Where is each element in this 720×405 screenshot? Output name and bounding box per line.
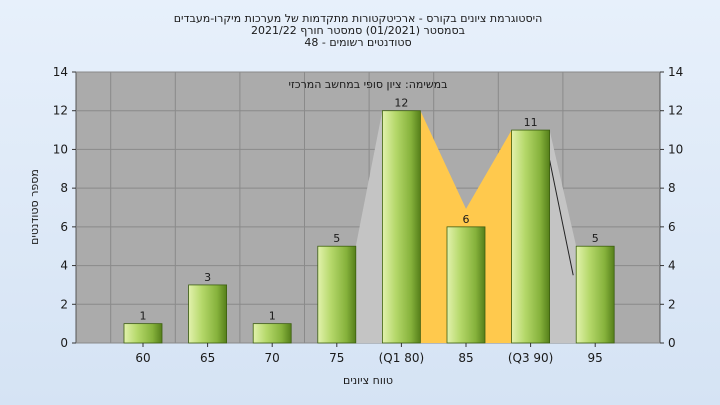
y-tick-label: 0 (60, 336, 68, 350)
bar (381, 110, 421, 344)
y-tick-label-right: 4 (668, 259, 676, 273)
chart-title-line: היסטוגרמת ציונים בקורס - ארכיטקטורות מתק… (174, 12, 543, 25)
y-tick-label-right: 10 (668, 142, 683, 156)
bar (123, 323, 163, 344)
x-tick-label: 60 (135, 351, 150, 365)
bar-value-label: 5 (333, 232, 340, 245)
chart-title: היסטוגרמת ציונים בקורס - ארכיטקטורות מתק… (174, 12, 543, 49)
y-tick-label-right: 14 (668, 65, 683, 79)
bar (446, 226, 486, 344)
shadow-band (355, 110, 383, 343)
chart-enrollment-line: סטודנטים רשומים - 48 (304, 36, 411, 49)
x-tick-label: 85 (458, 351, 473, 365)
trend-line (549, 159, 574, 276)
bar-value-label: 1 (269, 310, 276, 323)
y-tick-label: 2 (60, 297, 68, 311)
y-tick-label-right: 0 (668, 336, 676, 350)
y-tick-label: 8 (60, 181, 68, 195)
y-tick-label: 14 (53, 65, 68, 79)
x-axis-title: טווח ציונים (343, 374, 393, 387)
x-tick-label: (Q1 80) (379, 351, 425, 365)
bar (252, 323, 292, 344)
bar-value-label: 11 (524, 116, 538, 129)
x-tick-label: (Q3 90) (508, 351, 554, 365)
x-tick-label: 75 (329, 351, 344, 365)
y-tick-label: 10 (53, 142, 68, 156)
bar (317, 245, 357, 344)
y-tick-label: 12 (53, 104, 68, 118)
y-axis-right: 0 2 4 6 8 10 12 14 (660, 65, 683, 350)
x-tick-label: 70 (265, 351, 280, 365)
bar-series (123, 110, 615, 344)
y-tick-label-right: 6 (668, 220, 676, 234)
bar-value-label: 12 (394, 97, 408, 110)
shadow-band (549, 130, 577, 343)
x-axis: 60 65 70 75 (Q1 80) 85 (Q3 90) 95 (135, 343, 603, 365)
y-tick-label: 6 (60, 220, 68, 234)
bar-value-label: 5 (592, 232, 599, 245)
plot-caption: במשימה: ציון סופי במחשב המרכזי (288, 78, 447, 91)
y-axis-title: מספר סטודנטים (28, 169, 41, 245)
bar-value-label: 3 (204, 271, 211, 284)
bar-value-label: 1 (140, 310, 147, 323)
chart-subtitle-line: בסמסטר (01/2021) סמסטר חורף 2021/22 (251, 24, 465, 37)
bar-value-labels: 1 3 1 5 12 6 11 5 (140, 97, 599, 323)
y-tick-label-right: 2 (668, 297, 676, 311)
bar-value-label: 6 (463, 213, 470, 226)
y-axis-left: 0 2 4 6 8 10 12 14 (53, 65, 76, 350)
y-tick-label: 4 (60, 259, 68, 273)
x-tick-label: 95 (588, 351, 603, 365)
y-tick-label-right: 8 (668, 181, 676, 195)
x-tick-label: 65 (200, 351, 215, 365)
bar (188, 284, 228, 344)
bar (575, 245, 615, 344)
y-tick-label-right: 12 (668, 104, 683, 118)
bar (511, 129, 551, 344)
